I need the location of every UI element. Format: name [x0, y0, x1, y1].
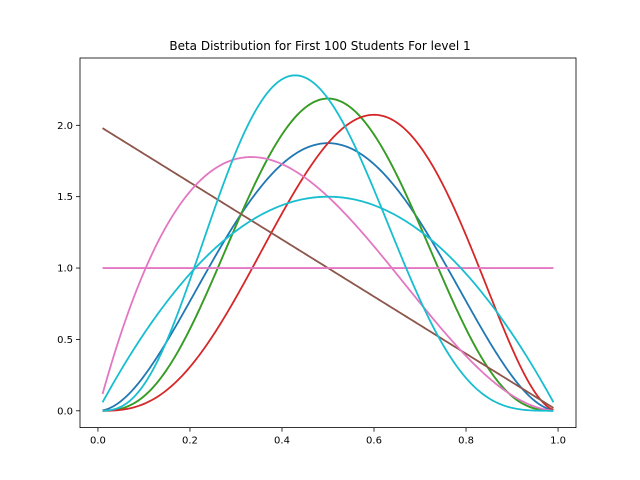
- y-tick-label: 2.0: [57, 121, 73, 132]
- series-line-4: [102, 113, 554, 412]
- series-line-8: [101, 195, 555, 403]
- plot-frame: [79, 57, 577, 429]
- y-tick-label: 0.5: [57, 335, 73, 346]
- series-line-9: [102, 74, 554, 412]
- series-lines: [101, 74, 555, 412]
- y-tick-label: 1.0: [57, 264, 73, 275]
- y-tick-label: 0.0: [57, 406, 73, 417]
- y-tick-label: 1.5: [57, 192, 73, 203]
- x-axis: 0.0 0.2 0.4 0.6 0.8 1.0: [90, 427, 566, 447]
- x-tick-label: 0.8: [458, 436, 474, 447]
- y-axis: 0.0 0.5 1.0 1.5 2.0: [57, 121, 80, 417]
- chart-title: Beta Distribution for First 100 Students…: [169, 39, 470, 53]
- x-tick-label: 0.4: [274, 436, 290, 447]
- x-tick-label: 0.0: [90, 436, 106, 447]
- x-tick-label: 1.0: [550, 436, 566, 447]
- x-tick-label: 0.2: [182, 436, 198, 447]
- x-tick-label: 0.6: [366, 436, 382, 447]
